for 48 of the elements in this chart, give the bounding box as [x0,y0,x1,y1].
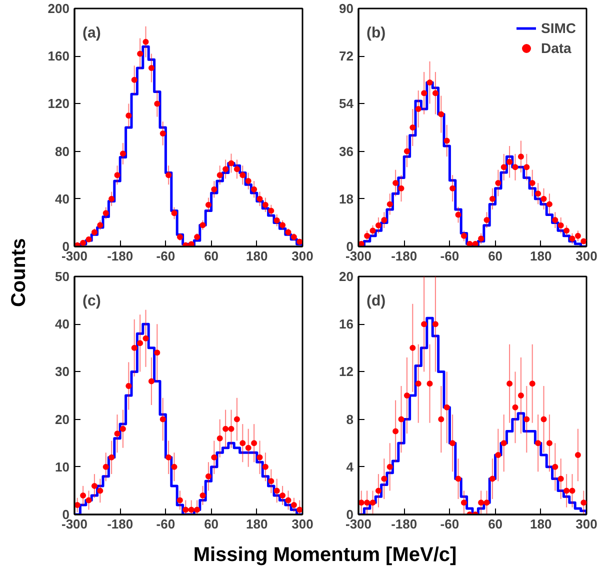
y-tick-label: 18 [339,191,354,206]
x-tick-label: 300 [292,248,314,264]
y-tick-label: 4 [346,459,354,474]
x-tick-label: -60 [156,248,176,264]
y-tick-label: 40 [55,191,70,206]
x-tick-label: 300 [576,516,598,532]
x-tick-label: -180 [391,516,418,532]
x-tick-label: -180 [107,516,134,532]
x-tick-label: 180 [246,516,268,532]
legend-label: SIMC [541,20,576,36]
y-tick-label: 36 [339,144,354,159]
y-tick-label: 40 [55,316,70,332]
y-tick-label: 12 [339,364,354,380]
text: (a) [82,24,101,42]
text: (b) [366,24,386,42]
y-tick-label: 50 [55,269,70,284]
y-tick-label: 20 [339,269,354,284]
y-tick-label: 30 [55,364,70,380]
y-axis-title: Counts [7,238,31,308]
y-tick-label: 160 [48,48,70,64]
x-tick-label: -180 [391,248,418,264]
legend-label: Data [541,40,572,56]
x-tick-label: 60 [488,516,503,532]
x-tick-label: -180 [107,248,134,264]
y-tick-label: 120 [48,96,70,112]
x-tick-label: 180 [530,248,552,264]
text: (d) [366,292,386,310]
x-tick-label: 60 [488,248,503,264]
y-tick-label: 54 [339,96,354,112]
x-tick-label: 180 [530,516,552,532]
x-axis-title: Missing Momentum [MeV/c] [193,543,457,568]
y-tick-label: 90 [339,1,354,16]
y-tick-label: 80 [55,144,70,159]
x-tick-label: 300 [292,516,314,532]
x-tick-label: 60 [204,248,219,264]
y-tick-label: 8 [346,412,354,427]
text: (c) [82,292,101,310]
x-tick-label: 60 [204,516,219,532]
x-tick-label: 180 [246,248,268,264]
x-tick-label: -60 [440,248,460,264]
x-tick-label: 300 [576,248,598,264]
y-tick-label: 200 [48,1,70,16]
y-tick-label: 20 [55,412,70,427]
x-tick-label: -60 [440,516,460,532]
y-tick-label: 16 [339,316,354,332]
y-tick-label: 10 [55,459,70,474]
y-tick-label: 72 [339,48,354,64]
x-tick-label: -60 [156,516,176,532]
